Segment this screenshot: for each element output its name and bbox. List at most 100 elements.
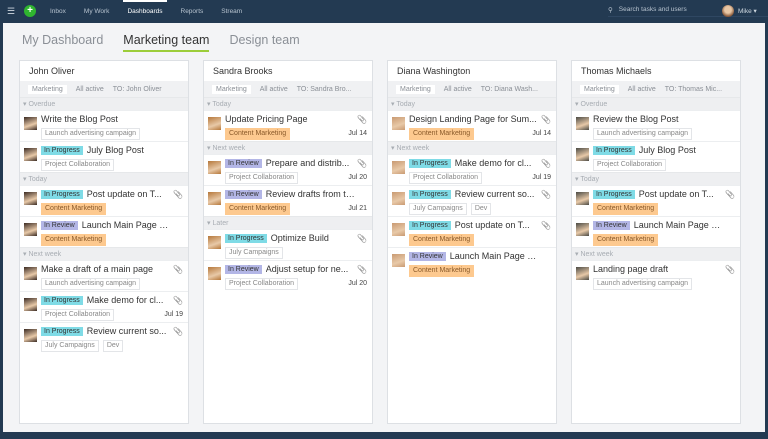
task-card[interactable]: In Progress Make demo for cl... Project Co… <box>388 154 556 185</box>
task-title[interactable]: Adjust setup for ne... <box>265 264 349 274</box>
task-title[interactable]: Launch Main Page Ex... <box>449 251 542 261</box>
section-header[interactable]: ▾ Next week <box>20 247 188 260</box>
project-tag[interactable]: Content Marketing <box>41 203 107 215</box>
section-header[interactable]: ▾ Today <box>204 97 372 110</box>
task-card[interactable]: In Review Adjust setup for ne... Project C… <box>204 260 372 291</box>
task-title[interactable]: Design Landing Page for Sum... <box>409 114 537 124</box>
filter-chip[interactable]: All active <box>259 85 288 93</box>
task-card[interactable]: Landing page draft Launch advertising cam… <box>572 260 740 291</box>
task-title[interactable]: July Blog Post <box>86 145 144 155</box>
task-title[interactable]: Update Pricing Page <box>225 114 308 124</box>
task-card[interactable]: In Review Review drafts from th... Content… <box>204 185 372 216</box>
task-card[interactable]: In Progress Post update on T... Content Ma… <box>388 216 556 247</box>
task-card[interactable]: In Progress July Blog Post Project Collabo… <box>572 141 740 172</box>
search-input[interactable]: Search tasks and users <box>618 6 687 13</box>
task-title[interactable]: Review current so... <box>454 189 535 199</box>
nav-link-stream[interactable]: Stream <box>221 7 243 15</box>
task-title[interactable]: Write the Blog Post <box>41 114 118 124</box>
task-card[interactable]: Make a draft of a main page Launch advert… <box>20 260 188 291</box>
task-title[interactable]: Launch Main Page Ex... <box>81 220 174 230</box>
task-title[interactable]: Make demo for cl... <box>454 158 532 168</box>
project-tag[interactable]: Dev <box>470 203 492 215</box>
project-tag[interactable]: Launch advertising campaign <box>41 278 141 290</box>
user-menu[interactable]: Mike ▾ <box>722 5 757 17</box>
plus-icon[interactable]: + <box>24 5 36 17</box>
section-header[interactable]: ▾ Next week <box>388 141 556 154</box>
filter-chip[interactable]: All active <box>75 85 104 93</box>
nav-link-inbox[interactable]: Inbox <box>50 7 66 15</box>
project-tag[interactable]: Launch advertising campaign <box>593 128 693 140</box>
project-tag[interactable]: Content Marketing <box>41 234 107 246</box>
project-tag[interactable]: Dev <box>102 340 124 352</box>
project-tag[interactable]: Project Collaboration <box>41 309 114 321</box>
project-tag[interactable]: Content Marketing <box>409 128 475 140</box>
task-card[interactable]: Review the Blog Post Launch advertising c… <box>572 110 740 141</box>
task-card[interactable]: Update Pricing Page Content Marketing 📎 Jul… <box>204 110 372 141</box>
task-card[interactable]: In Review Launch Main Page Ex... Content M… <box>388 247 556 278</box>
project-tag[interactable]: Project Collaboration <box>225 278 298 290</box>
filter-chip[interactable]: Marketing <box>28 84 67 94</box>
project-tag[interactable]: Content Marketing <box>593 203 659 215</box>
section-header[interactable]: ▾ Today <box>572 172 740 185</box>
task-card[interactable]: In Progress Post update on T... Content Ma… <box>20 185 188 216</box>
project-tag[interactable]: July Campaigns <box>41 340 99 352</box>
task-title[interactable]: Prepare and distrib... <box>265 158 350 168</box>
project-tag[interactable]: Project Collaboration <box>225 172 298 184</box>
task-title[interactable]: Launch Main Page Ex... <box>633 220 726 230</box>
nav-link-reports[interactable]: Reports <box>180 7 204 15</box>
task-card[interactable]: In Progress Review current so... July Camp… <box>20 322 188 353</box>
project-tag[interactable]: July Campaigns <box>409 203 467 215</box>
project-tag[interactable]: Content Marketing <box>225 128 291 140</box>
task-card[interactable]: In Progress Post update on T... Content Ma… <box>572 185 740 216</box>
task-title[interactable]: Optimize Build <box>270 233 329 243</box>
nav-link-my-work[interactable]: My Work <box>83 7 110 15</box>
section-header[interactable]: ▾ Today <box>20 172 188 185</box>
filter-chip[interactable]: All active <box>627 85 656 93</box>
task-title[interactable]: Review current so... <box>86 326 167 336</box>
task-title[interactable]: Review drafts from th... <box>265 189 358 199</box>
filter-chip[interactable]: Marketing <box>212 84 251 94</box>
section-header[interactable]: ▾ Overdue <box>572 97 740 110</box>
task-title[interactable]: Post update on T... <box>638 189 714 199</box>
search-box[interactable]: ⚲ Search tasks and users <box>608 6 768 17</box>
task-title[interactable]: Review the Blog Post <box>593 114 679 124</box>
tab-marketing-team[interactable]: Marketing team <box>123 33 210 52</box>
project-tag[interactable]: Project Collaboration <box>593 159 666 171</box>
filter-chip[interactable]: All active <box>443 85 472 93</box>
tab-design-team[interactable]: Design team <box>229 33 300 47</box>
nav-link-dashboards[interactable]: Dashboards <box>123 0 167 15</box>
task-title[interactable]: Landing page draft <box>593 264 669 274</box>
task-card[interactable]: Design Landing Page for Sum... Content Ma… <box>388 110 556 141</box>
section-header[interactable]: ▾ Later <box>204 216 372 229</box>
project-tag[interactable]: Launch advertising campaign <box>593 278 693 290</box>
task-title[interactable]: July Blog Post <box>638 145 696 155</box>
filter-chip[interactable]: TO: Diana Wash... <box>480 85 538 93</box>
project-tag[interactable]: Content Marketing <box>593 234 659 246</box>
filter-chip[interactable]: Marketing <box>396 84 435 94</box>
task-card[interactable]: In Review Launch Main Page Ex... Content M… <box>20 216 188 247</box>
filter-chip[interactable]: Marketing <box>580 84 619 94</box>
hamburger-icon[interactable]: ☰ <box>7 5 16 16</box>
filter-chip[interactable]: TO: Thomas Mic... <box>664 85 723 93</box>
task-card[interactable]: In Progress Optimize Build July Campaigns 📎 <box>204 229 372 260</box>
task-title[interactable]: Post update on T... <box>86 189 162 199</box>
filter-chip[interactable]: TO: Sandra Bro... <box>296 85 352 93</box>
task-card[interactable]: In Review Launch Main Page Ex... Content M… <box>572 216 740 247</box>
project-tag[interactable]: Content Marketing <box>409 265 475 277</box>
task-title[interactable]: Make a draft of a main page <box>41 264 154 274</box>
project-tag[interactable]: Content Marketing <box>225 203 291 215</box>
project-tag[interactable]: July Campaigns <box>225 247 283 259</box>
project-tag[interactable]: Project Collaboration <box>41 159 114 171</box>
section-header[interactable]: ▾ Today <box>388 97 556 110</box>
task-title[interactable]: Post update on T... <box>454 220 530 230</box>
section-header[interactable]: ▾ Next week <box>572 247 740 260</box>
task-title[interactable]: Make demo for cl... <box>86 295 164 305</box>
filter-chip[interactable]: TO: John Oliver <box>112 85 162 93</box>
task-card[interactable]: Write the Blog Post Launch advertising ca… <box>20 110 188 141</box>
section-header[interactable]: ▾ Next week <box>204 141 372 154</box>
tab-my-dashboard[interactable]: My Dashboard <box>22 33 104 47</box>
project-tag[interactable]: Project Collaboration <box>409 172 482 184</box>
task-card[interactable]: In Progress July Blog Post Project Collabo… <box>20 141 188 172</box>
section-header[interactable]: ▾ Overdue <box>20 97 188 110</box>
task-card[interactable]: In Progress Make demo for cl... Project Co… <box>20 291 188 322</box>
